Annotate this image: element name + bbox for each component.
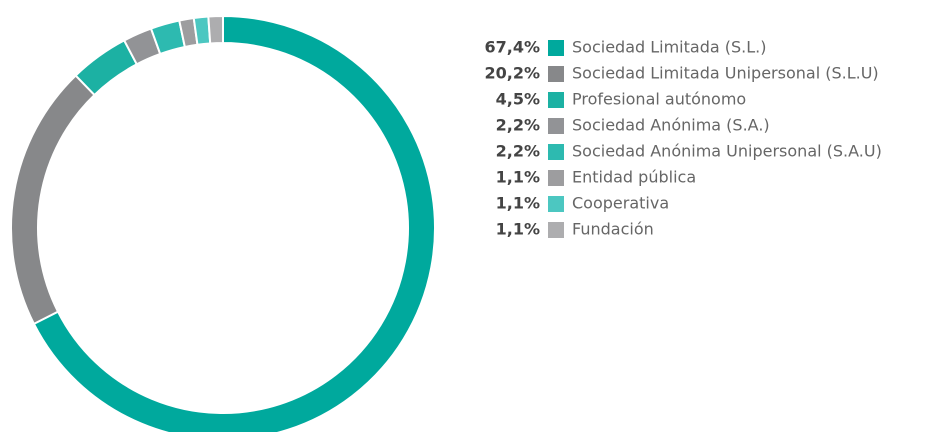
- donut-segment: [207, 14, 224, 45]
- legend-swatch: [548, 92, 564, 108]
- legend-swatch: [548, 222, 564, 238]
- legend-value: 1,1%: [496, 194, 540, 213]
- donut-segment: [32, 14, 436, 432]
- legend-swatch: [548, 196, 564, 212]
- legend-label: Sociedad Limitada Unipersonal (S.L.U): [572, 64, 879, 83]
- legend-value: 2,2%: [496, 142, 540, 161]
- legend-value: 1,1%: [496, 168, 540, 187]
- legend-label: Sociedad Anónima Unipersonal (S.A.U): [572, 142, 882, 161]
- legend-swatch: [548, 118, 564, 134]
- donut-segment: [10, 74, 96, 326]
- legend-label: Sociedad Anónima (S.A.): [572, 116, 770, 135]
- legend-value: 1,1%: [496, 220, 540, 239]
- legend-value: 4,5%: [496, 90, 540, 109]
- legend-label: Cooperativa: [572, 194, 669, 213]
- legend-label: Entidad pública: [572, 168, 696, 187]
- legend-swatch: [548, 66, 564, 82]
- legend-swatch: [548, 144, 564, 160]
- legend-swatch: [548, 170, 564, 186]
- legend-value: 2,2%: [496, 116, 540, 135]
- legend-value: 20,2%: [484, 64, 540, 83]
- legend-swatch: [548, 40, 564, 56]
- legend-label: Fundación: [572, 220, 654, 239]
- legend-label: Sociedad Limitada (S.L.): [572, 38, 766, 57]
- legend-value: 67,4%: [484, 38, 540, 57]
- legend-label: Profesional autónomo: [572, 90, 746, 109]
